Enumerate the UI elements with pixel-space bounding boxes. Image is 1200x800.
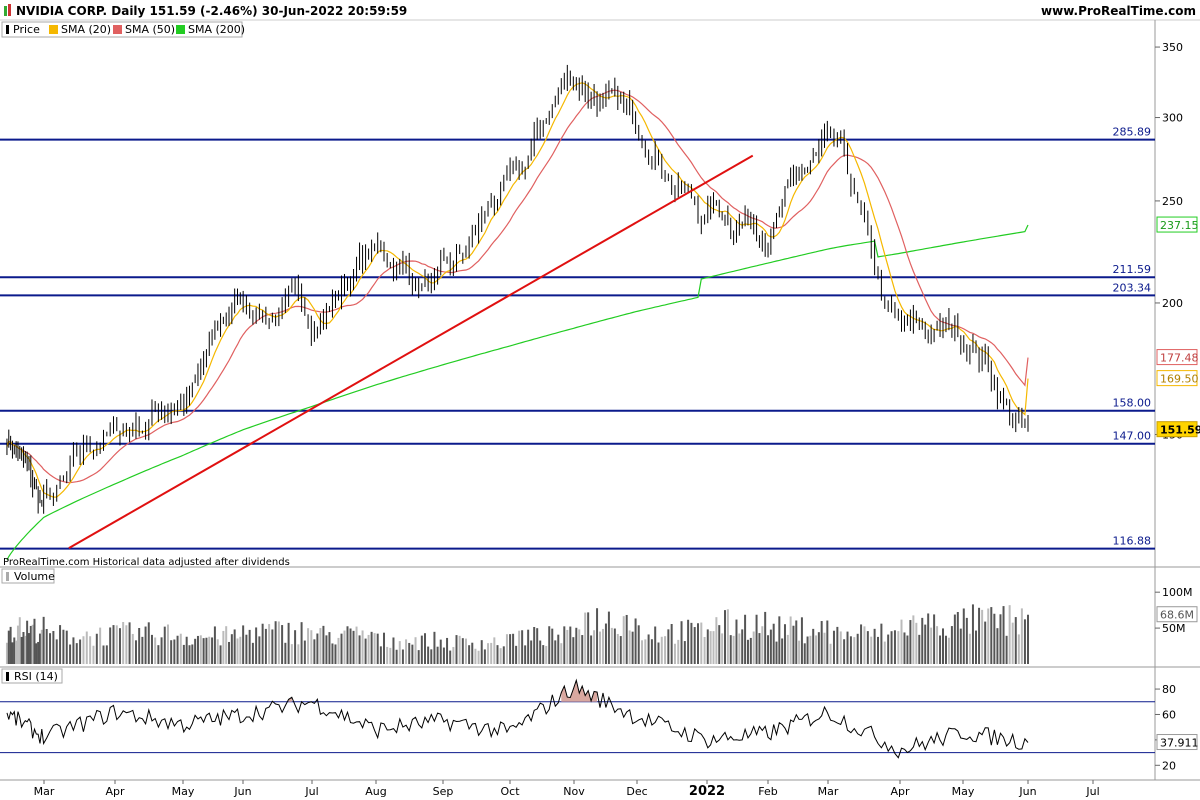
horizontal-level-label: 158.00 xyxy=(1113,397,1152,410)
legend-volume-label: Volume xyxy=(14,570,55,583)
support-trendline xyxy=(68,154,754,549)
app-logo-icon xyxy=(4,6,7,16)
legend-rsi-label: RSI (14) xyxy=(14,670,58,683)
rsi-axis-tick-label: 60 xyxy=(1162,708,1176,721)
brand-link[interactable]: www.ProRealTime.com xyxy=(1041,4,1196,18)
price-axis-tick-label: 250 xyxy=(1162,195,1183,208)
legend-rsi-swatch xyxy=(6,672,9,681)
footnote: ProRealTime.com Historical data adjusted… xyxy=(3,557,290,568)
horizontal-level-label: 147.00 xyxy=(1113,430,1152,443)
volume-axis-tick-label: 50M xyxy=(1162,622,1186,635)
time-axis-tick-label: Dec xyxy=(626,785,647,798)
legend-sma200-label: SMA (200) xyxy=(188,23,245,36)
time-axis-tick-label: Feb xyxy=(758,785,777,798)
sma50-line xyxy=(6,89,1029,484)
legend-price-label: Price xyxy=(13,23,40,36)
rsi-overbought-fill xyxy=(561,680,598,702)
rsi-last-value: 37.911 xyxy=(1160,737,1199,750)
volume-last-value: 68.6M xyxy=(1160,609,1194,622)
time-axis-tick-label: Jun xyxy=(233,785,251,798)
legend-sma50-swatch xyxy=(113,25,122,34)
sma50-last-value-box xyxy=(1156,349,1198,366)
sma200-last-value-box xyxy=(1156,216,1198,233)
sma20-last-value: 169.50 xyxy=(1160,373,1199,386)
sma200-line xyxy=(6,224,1029,561)
time-axis-tick-label: Jul xyxy=(304,785,318,798)
horizontal-level-label: 211.59 xyxy=(1113,263,1152,276)
time-axis-tick-label: Sep xyxy=(433,785,454,798)
legend-sma20-swatch xyxy=(49,25,58,34)
time-axis-tick-label: Jul xyxy=(1085,785,1099,798)
rsi-panel xyxy=(0,678,1155,759)
rsi-legend-box xyxy=(1,668,63,684)
time-axis-tick-label: Nov xyxy=(563,785,585,798)
price-last-value: 151.59 xyxy=(1160,424,1200,437)
sma20-line xyxy=(6,82,1029,498)
volume-last-value-box xyxy=(1156,606,1198,623)
time-axis-tick-label: Mar xyxy=(34,785,55,798)
legend-sma200-swatch xyxy=(176,25,185,34)
time-axis-tick-label: Apr xyxy=(890,785,910,798)
volume-legend-box xyxy=(1,568,55,584)
sma20-last-value-box xyxy=(1156,370,1198,387)
sma200-last-value: 237.15 xyxy=(1160,219,1199,232)
rsi-axis-tick-label: 80 xyxy=(1162,683,1176,696)
rsi-overbought-fill xyxy=(288,697,292,702)
rsi-axis-tick-label: 20 xyxy=(1162,759,1176,772)
time-axis-tick-label: Apr xyxy=(105,785,125,798)
time-axis-tick-label: Aug xyxy=(365,785,386,798)
time-axis-tick-label: May xyxy=(172,785,195,798)
legend-sma50-label: SMA (50) xyxy=(125,23,175,36)
rsi-line xyxy=(6,678,1029,759)
axes: 150200250300350237.15177.48169.50151.591… xyxy=(34,41,1200,799)
time-axis-tick-label: 2022 xyxy=(689,784,725,799)
chart-title: NVIDIA CORP. Daily 151.59 (-2.46%) 30-Ju… xyxy=(16,4,407,18)
volume-axis-tick-label: 100M xyxy=(1162,586,1193,599)
legend-sma20-label: SMA (20) xyxy=(61,23,111,36)
time-axis-tick-label: Jun xyxy=(1018,785,1036,798)
sma50-last-value: 177.48 xyxy=(1160,352,1199,365)
time-axis-tick-label: May xyxy=(952,785,975,798)
price-axis-tick-label: 300 xyxy=(1162,112,1183,125)
horizontal-level-label: 116.88 xyxy=(1113,535,1152,548)
price-axis-tick-label: 200 xyxy=(1162,297,1183,310)
price-panel: 285.89 211.59 203.34 158.00 147.00 116.88 xyxy=(0,64,1155,561)
rsi-last-value-box xyxy=(1156,734,1198,751)
price-last-value-box xyxy=(1156,421,1198,438)
horizontal-level-label: 285.89 xyxy=(1113,126,1152,139)
time-axis-tick-label: Mar xyxy=(818,785,839,798)
time-axis-tick-label: Oct xyxy=(500,785,520,798)
legend-volume-swatch xyxy=(6,572,9,581)
app-logo-icon-bar xyxy=(8,4,11,16)
horizontal-level-label: 203.34 xyxy=(1113,281,1152,294)
volume-panel xyxy=(5,604,1029,664)
price-axis-tick-label: 350 xyxy=(1162,41,1183,54)
legend-price-swatch xyxy=(6,25,9,34)
